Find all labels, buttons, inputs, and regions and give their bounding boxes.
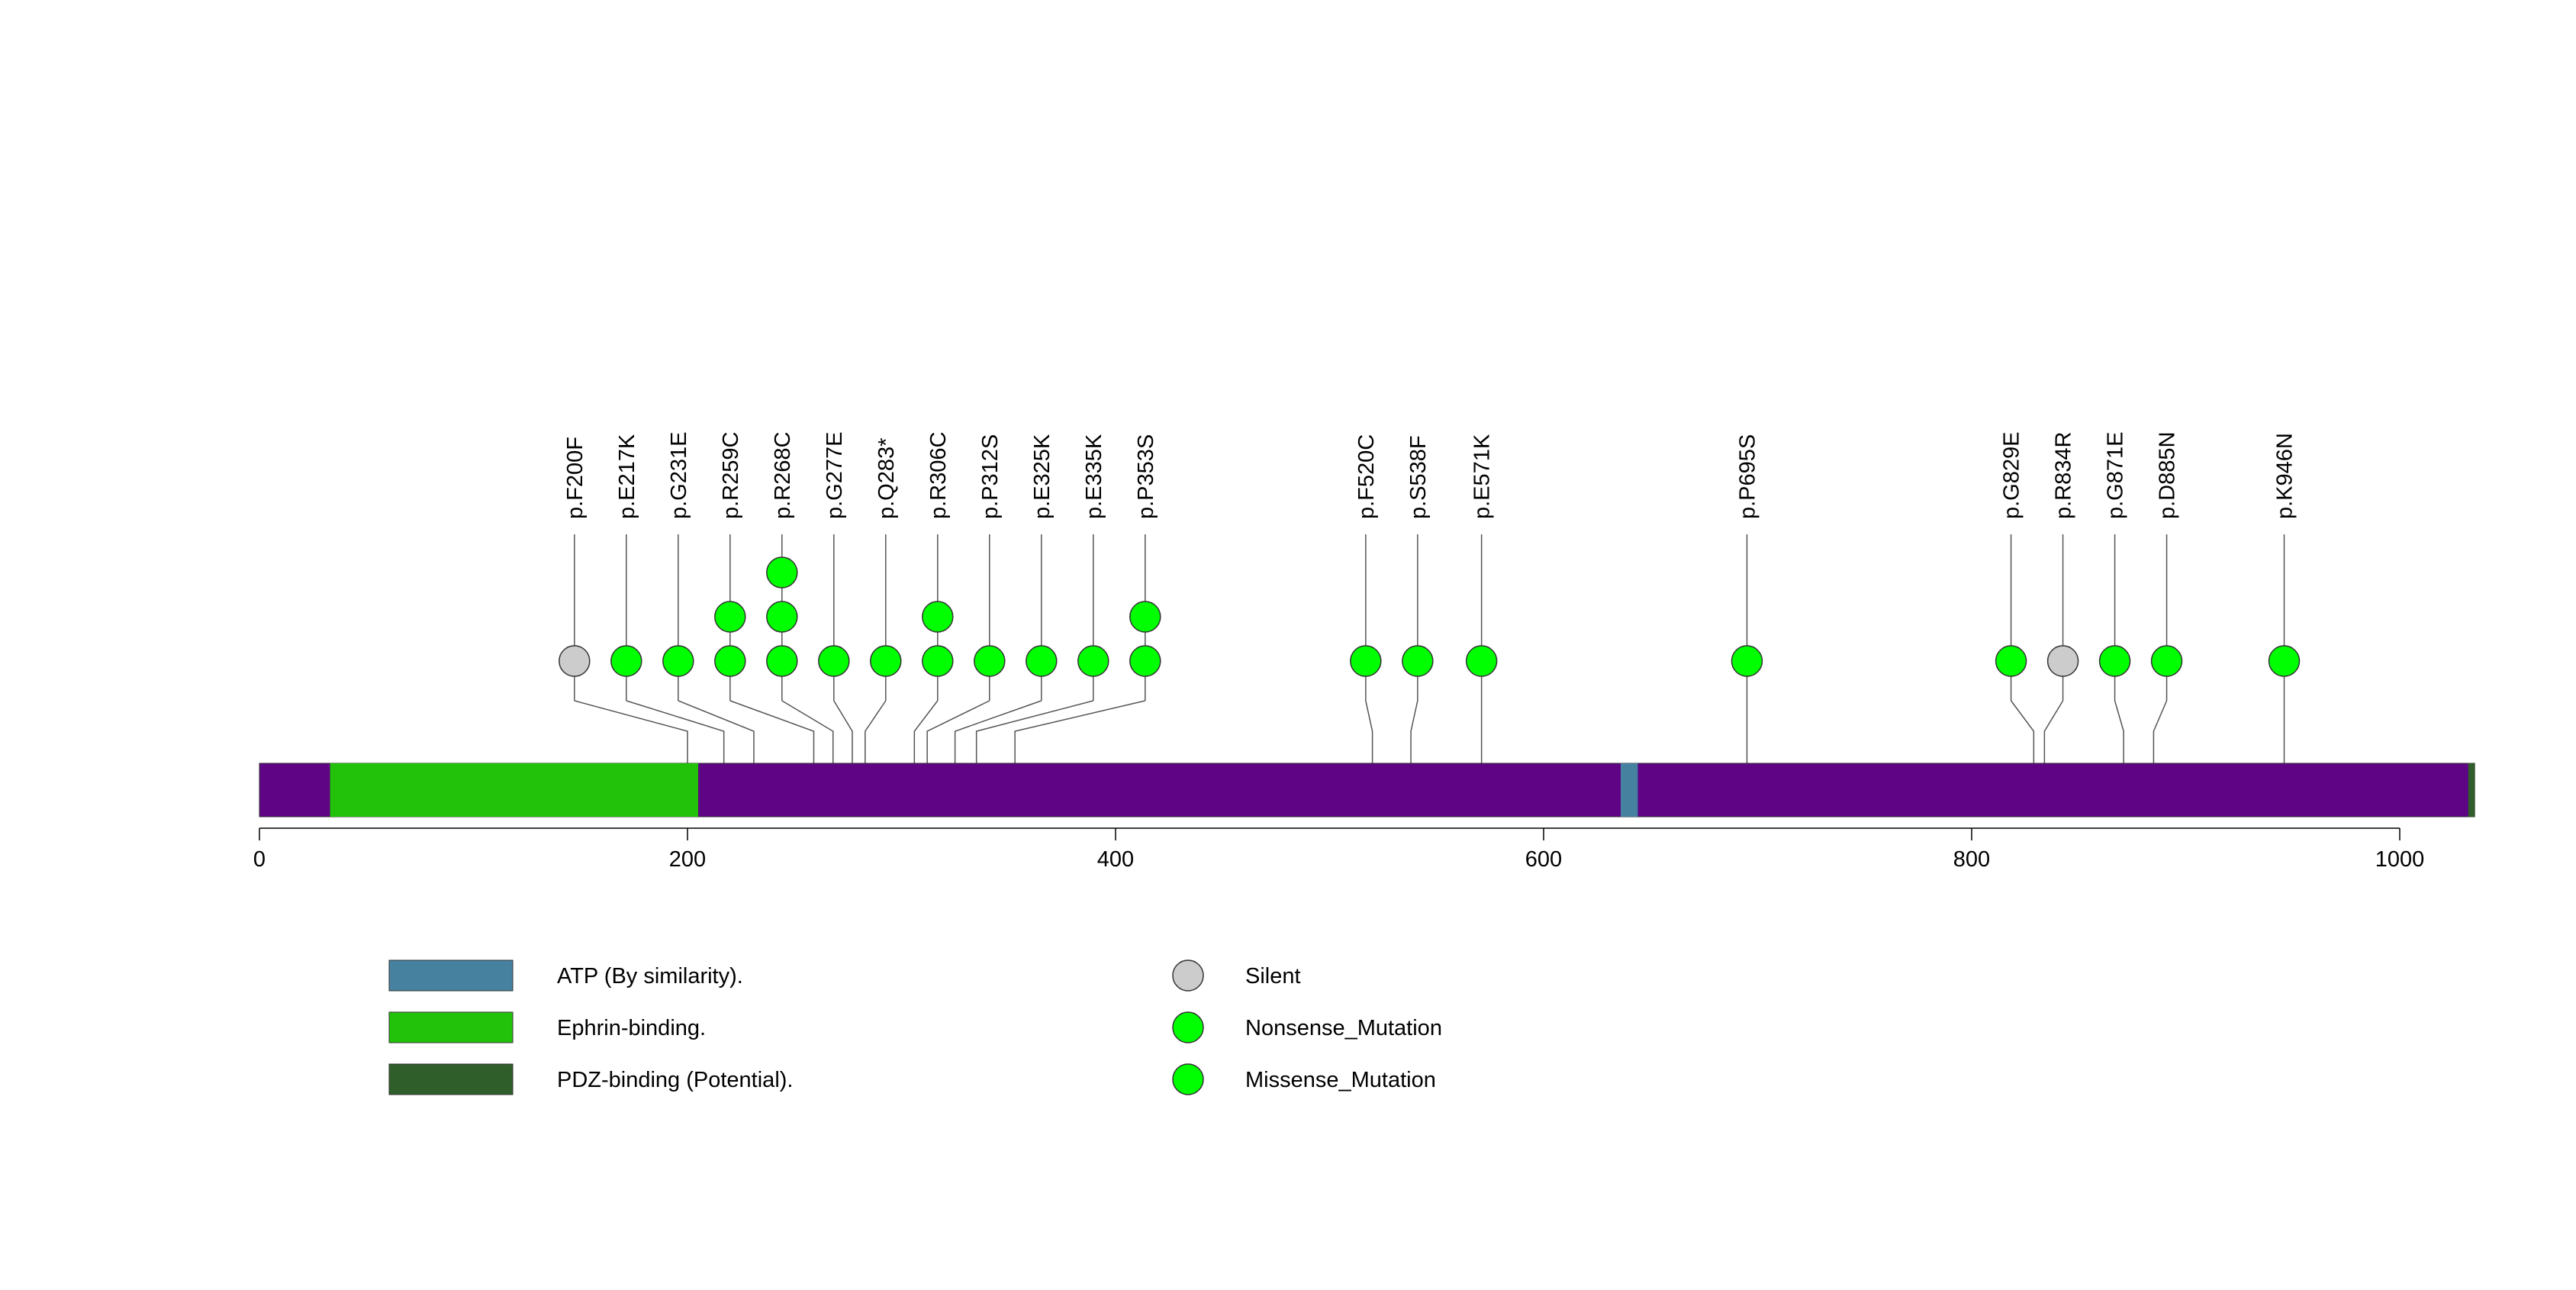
mutation-markers bbox=[559, 556, 2301, 677]
legend-swatch-pdz-binding-potential bbox=[388, 1063, 514, 1095]
mutation-label-p-e335k: p.E335K bbox=[1082, 434, 1106, 519]
mutation-marker-p-g231e bbox=[662, 645, 694, 677]
mutation-label-p-f520c: p.F520C bbox=[1354, 434, 1379, 519]
legend-label-atp-by-similarity: ATP (By similarity). bbox=[557, 964, 743, 988]
mutation-label-p-r259c: p.R259C bbox=[719, 432, 743, 519]
mutation-marker-p-p353s bbox=[1129, 601, 1161, 633]
mutation-marker-p-r259c bbox=[714, 601, 746, 633]
mutation-label-p-g829e: p.G829E bbox=[2000, 432, 2024, 519]
mutation-label-p-q283-: p.Q283* bbox=[874, 438, 899, 519]
mutation-marker-p-p353s bbox=[1129, 645, 1161, 677]
mutation-marker-p-q283- bbox=[870, 645, 902, 677]
legend-label-silent: Silent bbox=[1245, 964, 1301, 988]
x-tick-label-600: 600 bbox=[1525, 847, 1562, 872]
mutation-label-p-e325k: p.E325K bbox=[1030, 434, 1055, 519]
mutation-marker-p-g829e bbox=[1995, 645, 2027, 677]
mutation-marker-p-r268c bbox=[766, 601, 798, 633]
x-tick-label-0: 0 bbox=[253, 847, 266, 872]
mutation-marker-p-r834r bbox=[2046, 645, 2079, 677]
legend-marker-nonsense-mutation bbox=[1172, 1011, 1204, 1043]
mutation-label-p-p695s: p.P695S bbox=[1735, 434, 1760, 519]
mutation-marker-p-d885n bbox=[2150, 645, 2183, 677]
legend-label-missense-mutation: Missense_Mutation bbox=[1245, 1068, 1436, 1092]
domain-ephrin-binding bbox=[330, 763, 699, 817]
mutation-marker-p-r268c bbox=[766, 556, 798, 589]
mutation-marker-p-f200f bbox=[559, 645, 591, 677]
mutation-label-p-e571k: p.E571K bbox=[1470, 434, 1495, 519]
mutation-marker-p-e335k bbox=[1077, 645, 1109, 677]
legend: ATP (By similarity). Ephrin-binding. PDZ-b… bbox=[388, 959, 1442, 1095]
mutation-marker-p-e325k bbox=[1026, 645, 1058, 677]
legend-marker-missense-mutation bbox=[1172, 1063, 1204, 1095]
mutation-label-p-g277e: p.G277E bbox=[823, 432, 847, 519]
mutation-label-p-d885n: p.D885N bbox=[2156, 432, 2180, 519]
mutation-label-p-p353s: p.P353S bbox=[1134, 434, 1158, 519]
mutation-label-p-s538f: p.S538F bbox=[1406, 435, 1431, 519]
mutation-marker-p-s538f bbox=[1402, 645, 1434, 677]
legend-swatch-atp-by-similarity bbox=[388, 959, 514, 992]
x-tick-label-1000: 1000 bbox=[2375, 847, 2425, 872]
legend-label-ephrin-binding: Ephrin-binding. bbox=[557, 1016, 706, 1040]
legend-marker-silent bbox=[1172, 959, 1204, 992]
mutation-marker-p-g871e bbox=[2098, 645, 2131, 677]
mutation-marker-p-p312s bbox=[974, 645, 1006, 677]
mutation-label-p-p312s: p.P312S bbox=[978, 434, 1003, 519]
mutation-label-p-r834r: p.R834R bbox=[2052, 432, 2076, 519]
mutation-label-p-r268c: p.R268C bbox=[771, 432, 795, 519]
x-tick-label-800: 800 bbox=[1953, 847, 1990, 872]
legend-label-nonsense-mutation: Nonsense_Mutation bbox=[1245, 1016, 1442, 1040]
mutation-label-p-g231e: p.G231E bbox=[667, 432, 691, 519]
legend-swatch-ephrin-binding bbox=[388, 1011, 514, 1043]
protein-track bbox=[259, 763, 2475, 818]
domain-atp-by-similarity bbox=[1620, 763, 1638, 817]
mutation-marker-p-r306c bbox=[922, 601, 954, 633]
mutation-marker-p-f520c bbox=[1350, 645, 1382, 677]
mutation-marker-p-k946n bbox=[2268, 645, 2301, 677]
mutation-marker-p-r259c bbox=[714, 645, 746, 677]
mutation-marker-p-p695s bbox=[1731, 645, 1763, 677]
x-axis: 0 200 400 600 800 1000 bbox=[253, 827, 2425, 872]
legend-label-pdz-binding-potential: PDZ-binding (Potential). bbox=[557, 1068, 793, 1092]
mutation-labels: p.F200F p.E217K p.G231E p.R259C p.R268C p.G27… bbox=[563, 432, 2297, 519]
mutation-marker-p-e217k bbox=[610, 645, 642, 677]
x-tick-label-400: 400 bbox=[1097, 847, 1134, 872]
mutation-marker-p-r306c bbox=[922, 645, 954, 677]
mutation-marker-p-r268c bbox=[766, 645, 798, 677]
mutation-label-p-k946n: p.K946N bbox=[2273, 433, 2297, 519]
x-tick-label-200: 200 bbox=[669, 847, 706, 872]
mutation-label-p-r306c: p.R306C bbox=[926, 432, 951, 519]
mutation-label-p-e217k: p.E217K bbox=[615, 434, 639, 519]
mutation-label-p-g871e: p.G871E bbox=[2104, 432, 2128, 519]
domain-pdz-binding-potential bbox=[2468, 763, 2475, 817]
mutation-marker-p-g277e bbox=[818, 645, 850, 677]
mutation-marker-p-e571k bbox=[1465, 645, 1498, 677]
mutation-label-p-f200f: p.F200F bbox=[563, 437, 588, 519]
